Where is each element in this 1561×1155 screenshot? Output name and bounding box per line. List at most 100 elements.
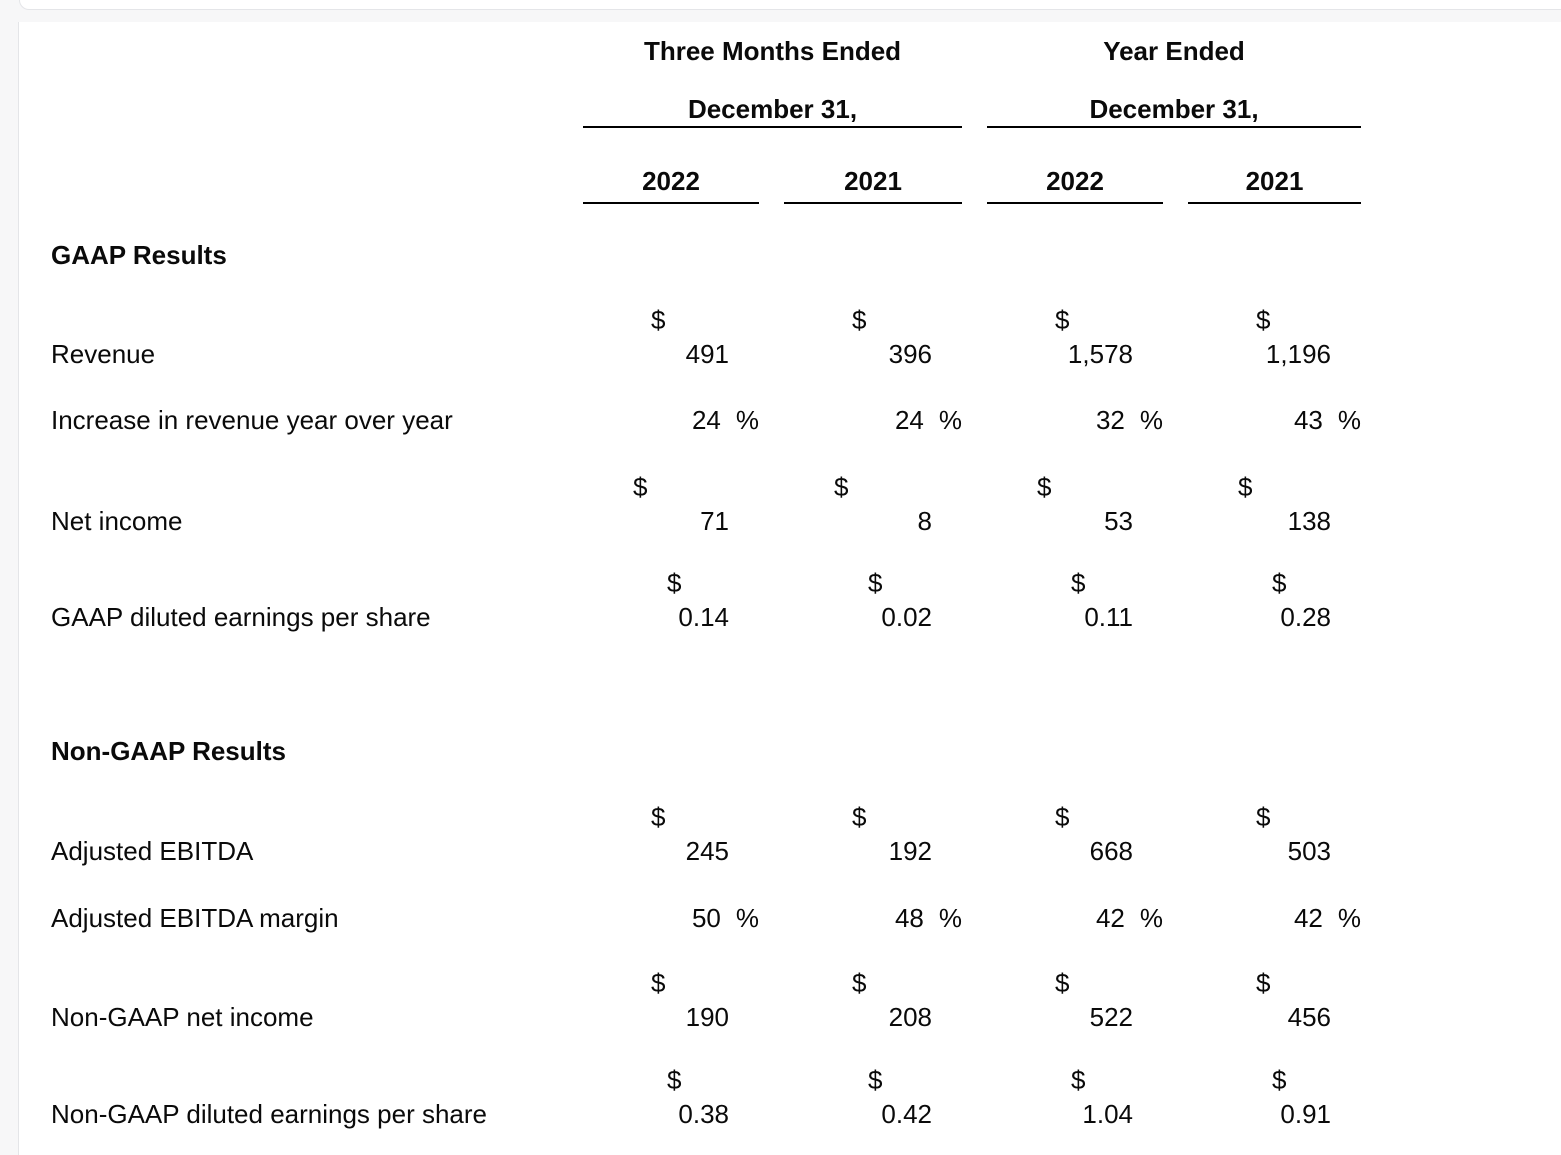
table-row-gaap-diluted-eps: GAAP diluted earnings per share $ 0.14 $… [19, 566, 1561, 634]
percent-value: 48 [894, 903, 924, 933]
percent-cell: 50% [583, 901, 759, 935]
percent-sign: % [1337, 903, 1361, 933]
table-row-revenue: Revenue $ 491 $ 396 $ 1,578 $ 1,196 [19, 303, 1561, 371]
dollar-sign: $ [868, 1065, 883, 1095]
money-cell: $ 668 [987, 800, 1163, 868]
dollar-sign: $ [1272, 1065, 1287, 1095]
percent-value: 24 [691, 405, 721, 435]
money-value: 503 [1287, 836, 1331, 866]
money-cell: $ 0.02 [784, 566, 962, 634]
dollar-sign: $ [667, 568, 682, 598]
money-value: 1,196 [1265, 339, 1331, 369]
percent-value: 50 [691, 903, 721, 933]
money-cell: $ 0.42 [784, 1063, 962, 1131]
percent-sign: % [1139, 405, 1163, 435]
money-cell: $ 0.14 [583, 566, 759, 634]
dollar-sign: $ [1071, 1065, 1086, 1095]
percent-cell: 42% [1188, 901, 1361, 935]
money-cell: $ 1.04 [987, 1063, 1163, 1131]
dollar-sign: $ [1256, 802, 1271, 832]
dollar-sign: $ [852, 305, 867, 335]
dollar-sign: $ [651, 968, 666, 998]
percent-cell: 42% [987, 901, 1163, 935]
money-value: 190 [685, 1002, 729, 1032]
money-cell: $ 138 [1188, 470, 1361, 538]
money-value: 0.38 [678, 1099, 729, 1129]
table-row-adjusted-ebitda-margin: Adjusted EBITDA margin 50% 48% 42% 42% [19, 901, 1561, 935]
year-header-row: 2022 2021 2022 2021 [19, 164, 1561, 204]
table-row-non-gaap-net-income: Non-GAAP net income $ 190 $ 208 $ 522 $ … [19, 966, 1561, 1034]
date-subheader: December 31, [987, 92, 1361, 128]
money-value: 0.42 [881, 1099, 932, 1129]
money-cell: $ 396 [784, 303, 962, 371]
date-subheader: December 31, [583, 92, 962, 128]
dollar-sign: $ [651, 305, 666, 335]
row-label: Non-GAAP diluted earnings per share [51, 1099, 487, 1129]
money-value: 71 [700, 506, 729, 536]
dollar-sign: $ [1055, 802, 1070, 832]
percent-value: 43 [1293, 405, 1323, 435]
money-value: 0.11 [1084, 602, 1133, 632]
money-cell: $ 208 [784, 966, 962, 1034]
money-value: 0.02 [881, 602, 932, 632]
money-value: 138 [1287, 506, 1331, 536]
year-column-header: 2021 [1188, 164, 1361, 204]
dollar-sign: $ [1272, 568, 1287, 598]
money-value: 491 [685, 339, 729, 369]
year-column-header: 2022 [987, 164, 1163, 204]
row-label: Increase in revenue year over year [51, 405, 453, 435]
percent-value: 24 [894, 405, 924, 435]
dollar-sign: $ [1238, 472, 1253, 502]
money-cell: $ 503 [1188, 800, 1361, 868]
dollar-sign: $ [834, 472, 849, 502]
money-cell: $ 0.91 [1188, 1063, 1361, 1131]
dollar-sign: $ [852, 802, 867, 832]
dollar-sign: $ [1256, 305, 1271, 335]
table-row-non-gaap-diluted-eps: Non-GAAP diluted earnings per share $ 0.… [19, 1063, 1561, 1131]
money-value: 0.91 [1280, 1099, 1331, 1129]
row-label: Net income [51, 506, 183, 536]
money-value: 1.04 [1082, 1099, 1133, 1129]
table-row-adjusted-ebitda: Adjusted EBITDA $ 245 $ 192 $ 668 $ 503 [19, 800, 1561, 868]
percent-value: 42 [1293, 903, 1323, 933]
money-cell: $ 491 [583, 303, 759, 371]
percent-sign: % [938, 405, 962, 435]
dollar-sign: $ [1055, 305, 1070, 335]
money-cell: $ 8 [784, 470, 962, 538]
col-group-year-title: Year Ended [1103, 36, 1245, 66]
money-cell: $ 53 [987, 470, 1163, 538]
dollar-sign: $ [868, 568, 883, 598]
document-panel: Three Months Ended Year Ended December 3… [18, 22, 1561, 1155]
money-value: 0.28 [1280, 602, 1331, 632]
table-row-revenue-increase: Increase in revenue year over year 24% 2… [19, 403, 1561, 437]
money-cell: $ 245 [583, 800, 759, 868]
money-value: 8 [917, 506, 932, 536]
money-value: 0.14 [678, 602, 729, 632]
table-row-net-income: Net income $ 71 $ 8 $ 53 $ 138 [19, 470, 1561, 538]
row-label: GAAP diluted earnings per share [51, 602, 431, 632]
money-value: 53 [1104, 506, 1133, 536]
percent-cell: 24% [784, 403, 962, 437]
money-cell: $ 190 [583, 966, 759, 1034]
money-cell: $ 71 [583, 470, 759, 538]
percent-value: 42 [1095, 903, 1125, 933]
money-cell: $ 1,196 [1188, 303, 1361, 371]
column-group-title-row: Three Months Ended Year Ended [19, 34, 1561, 68]
dollar-sign: $ [1037, 472, 1052, 502]
money-cell: $ 0.11 [987, 566, 1163, 634]
dollar-sign: $ [1055, 968, 1070, 998]
percent-cell: 24% [583, 403, 759, 437]
percent-sign: % [735, 903, 759, 933]
row-label: Revenue [51, 339, 156, 369]
dollar-sign: $ [667, 1065, 682, 1095]
dollar-sign: $ [1071, 568, 1086, 598]
row-label: Adjusted EBITDA margin [51, 903, 339, 933]
dollar-sign: $ [633, 472, 648, 502]
percent-cell: 32% [987, 403, 1163, 437]
money-value: 1,578 [1067, 339, 1133, 369]
date-subheader-row: December 31, December 31, [19, 92, 1561, 128]
money-cell: $ 0.28 [1188, 566, 1361, 634]
financial-results-table: Three Months Ended Year Ended December 3… [19, 34, 1561, 1131]
percent-sign: % [1337, 405, 1361, 435]
